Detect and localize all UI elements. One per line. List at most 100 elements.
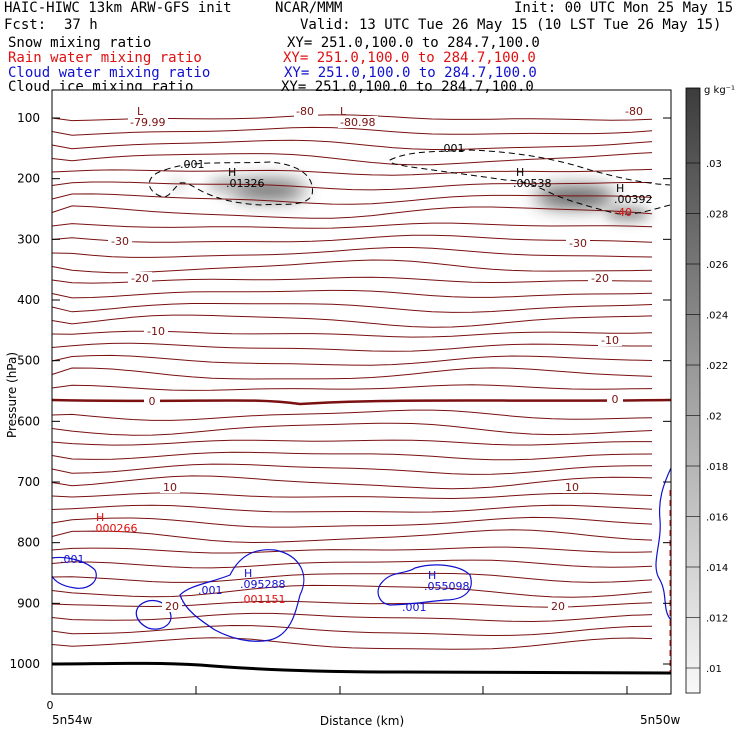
x-left-location: 5n54w — [52, 713, 93, 727]
y-tick-labels: 100 200 300 400 500 600 700 800 900 1000 — [9, 111, 40, 671]
colorbar-tick-label-0: .03 — [706, 159, 722, 170]
low-marker-2: L — [340, 105, 347, 118]
isotherm-line-17 — [51, 342, 652, 352]
colorbar-tick-label-10: .01 — [706, 664, 722, 675]
isotherm-line-7 — [51, 205, 653, 219]
low-marker-1: L — [137, 105, 144, 118]
isotherm-label-10-b: 10 — [565, 481, 579, 494]
y-axis-label: Pressure (hPa) — [5, 352, 19, 438]
forecast-hour: 37 h — [64, 17, 98, 33]
colorbar-tick-label-3: .024 — [706, 311, 728, 322]
ice-contours — [148, 149, 671, 215]
colorbar-tick-label-6: .018 — [706, 462, 728, 473]
zero-isotherm — [51, 398, 672, 406]
isotherm-line-2 — [51, 139, 653, 150]
high-marker-cloud-1: H — [244, 567, 252, 580]
y-tick-label-100: 100 — [17, 111, 40, 125]
field-xy-cloud-ice: XY= 251.0,100.0 to 284.7,100.0 — [281, 79, 534, 95]
contour-label-cloud-3: .001 — [402, 601, 427, 614]
isotherm-label-zero-b: 0 — [612, 393, 619, 406]
colorbar-tick-label-9: .012 — [706, 614, 728, 625]
contour-label-ice-1: .001 — [180, 158, 205, 171]
cloud-water-contours — [51, 467, 672, 642]
isotherm-line-31 — [51, 529, 653, 544]
y-tick-label-900: 900 — [17, 596, 40, 610]
isotherm-line-18 — [51, 354, 653, 366]
isotherm-line-1 — [51, 126, 653, 136]
colorbar-tick-label-8: .014 — [706, 563, 728, 574]
isotherm-label-20-a: 20 — [165, 600, 179, 613]
isotherm-line-15 — [51, 314, 653, 328]
colorbar-unit: g kg⁻¹ — [704, 85, 735, 96]
isotherm-line-20 — [51, 384, 653, 391]
extrema-labels: L -79.99 L -80.98 H .01326 H .00538 H .0… — [60, 105, 653, 614]
isotherm-line-34 — [51, 572, 653, 583]
low-value-1: -79.99 — [130, 116, 165, 129]
isotherm-label-minus80-a: -80 — [296, 105, 314, 118]
isotherm-line-28 — [51, 492, 653, 500]
isotherm-labels: -80 -80 -30 -30 -20 -20 -10 -10 0 0 10 1… — [108, 105, 646, 613]
forecast-label: Fcst: — [4, 17, 47, 33]
y-tick-label-200: 200 — [17, 172, 40, 186]
isotherm-line-5 — [51, 181, 653, 191]
isotherm-line-13 — [51, 289, 653, 299]
contour-label-cloud-1: .001 — [60, 553, 85, 566]
high-value-ice-1: .01326 — [226, 177, 265, 190]
isotherm-line-26 — [51, 463, 653, 475]
isotherm-line-9 — [51, 234, 653, 243]
isotherm-line-35 — [51, 584, 653, 598]
isotherm-line-25 — [51, 451, 653, 461]
isotherm-line-30 — [51, 516, 653, 528]
isotherm-label-minus10-b: -10 — [601, 334, 619, 347]
isotherm-label-zero-a: 0 — [149, 395, 156, 408]
field-xy-cloud-water: XY= 251.0,100.0 to 284.7,100.0 — [284, 65, 537, 81]
y-tick-label-400: 400 — [17, 293, 40, 307]
isotherm-line-33 — [51, 559, 653, 569]
isotherm-line-8 — [51, 222, 653, 229]
svg-text:-40: -40 — [614, 206, 632, 219]
high-value-rain-2: .001151 — [240, 593, 286, 606]
y-tick-label-300: 300 — [17, 232, 40, 246]
colorbar-scale — [685, 87, 701, 694]
high-value-ice-3: .00392 — [614, 193, 653, 206]
x-axis-label: Distance (km) — [320, 714, 404, 728]
valid-time: Valid: 13 UTC Tue 26 May 15 (10 LST Tue … — [300, 17, 722, 33]
y-tick-label-500: 500 — [17, 354, 40, 368]
field-name-snow: Snow mixing ratio — [8, 35, 152, 51]
isotherms — [51, 114, 653, 650]
isotherm-label-minus20-b: -20 — [591, 272, 609, 285]
isotherm-label-minus30-b: -30 — [569, 237, 587, 250]
field-xy-rain: XY= 251.0,100.0 to 284.7,100.0 — [283, 50, 536, 66]
plot-frame — [51, 89, 672, 695]
y-tick-label-600: 600 — [17, 414, 40, 428]
isotherm-line-27 — [51, 475, 653, 490]
field-name-rain: Rain water mixing ratio — [8, 50, 202, 66]
colorbar-tick-label-1: .028 — [706, 210, 728, 221]
contour-label-ice-2: .001 — [440, 142, 465, 155]
isotherm-line-4 — [51, 168, 653, 176]
high-value-cloud-2: .055098 — [424, 580, 470, 593]
colorbar-tick-label-4: .022 — [706, 361, 728, 372]
isotherm-line-14 — [51, 303, 653, 313]
isotherm-line-32 — [51, 546, 653, 554]
isotherm-line-3 — [51, 152, 653, 166]
isotherm-label-minus80-b: -80 — [625, 105, 643, 118]
colorbar: .03 .028 .026 .024 .022 .02 .018 .016 .014 .012 .0… — [685, 85, 735, 694]
isotherm-line-11 — [51, 259, 653, 274]
cloud-ice-shading — [170, 178, 650, 221]
isotherm-label-20-b: 20 — [551, 600, 565, 613]
isotherm-line-39 — [51, 637, 653, 650]
isotherm-label-minus20-a: -20 — [131, 272, 149, 285]
isotherm-line-29 — [51, 504, 653, 513]
plot-title: HAIC-HIWC 13km ARW-GFS init — [4, 0, 232, 16]
low-value-2: -80.98 — [340, 116, 375, 129]
isotherm-line-23 — [51, 422, 653, 436]
isotherm-line-37 — [51, 612, 653, 623]
colorbar-tick-label-2: .026 — [706, 260, 728, 271]
y-tick-label-700: 700 — [17, 475, 40, 489]
isotherm-label-minus30-a: -30 — [111, 235, 129, 248]
ground-line — [51, 661, 672, 675]
y-tick-label-800: 800 — [17, 536, 40, 550]
field-xy-snow: XY= 251.0,100.0 to 284.7,100.0 — [287, 35, 540, 51]
isotherm-label-minus10-a: -10 — [147, 325, 165, 338]
